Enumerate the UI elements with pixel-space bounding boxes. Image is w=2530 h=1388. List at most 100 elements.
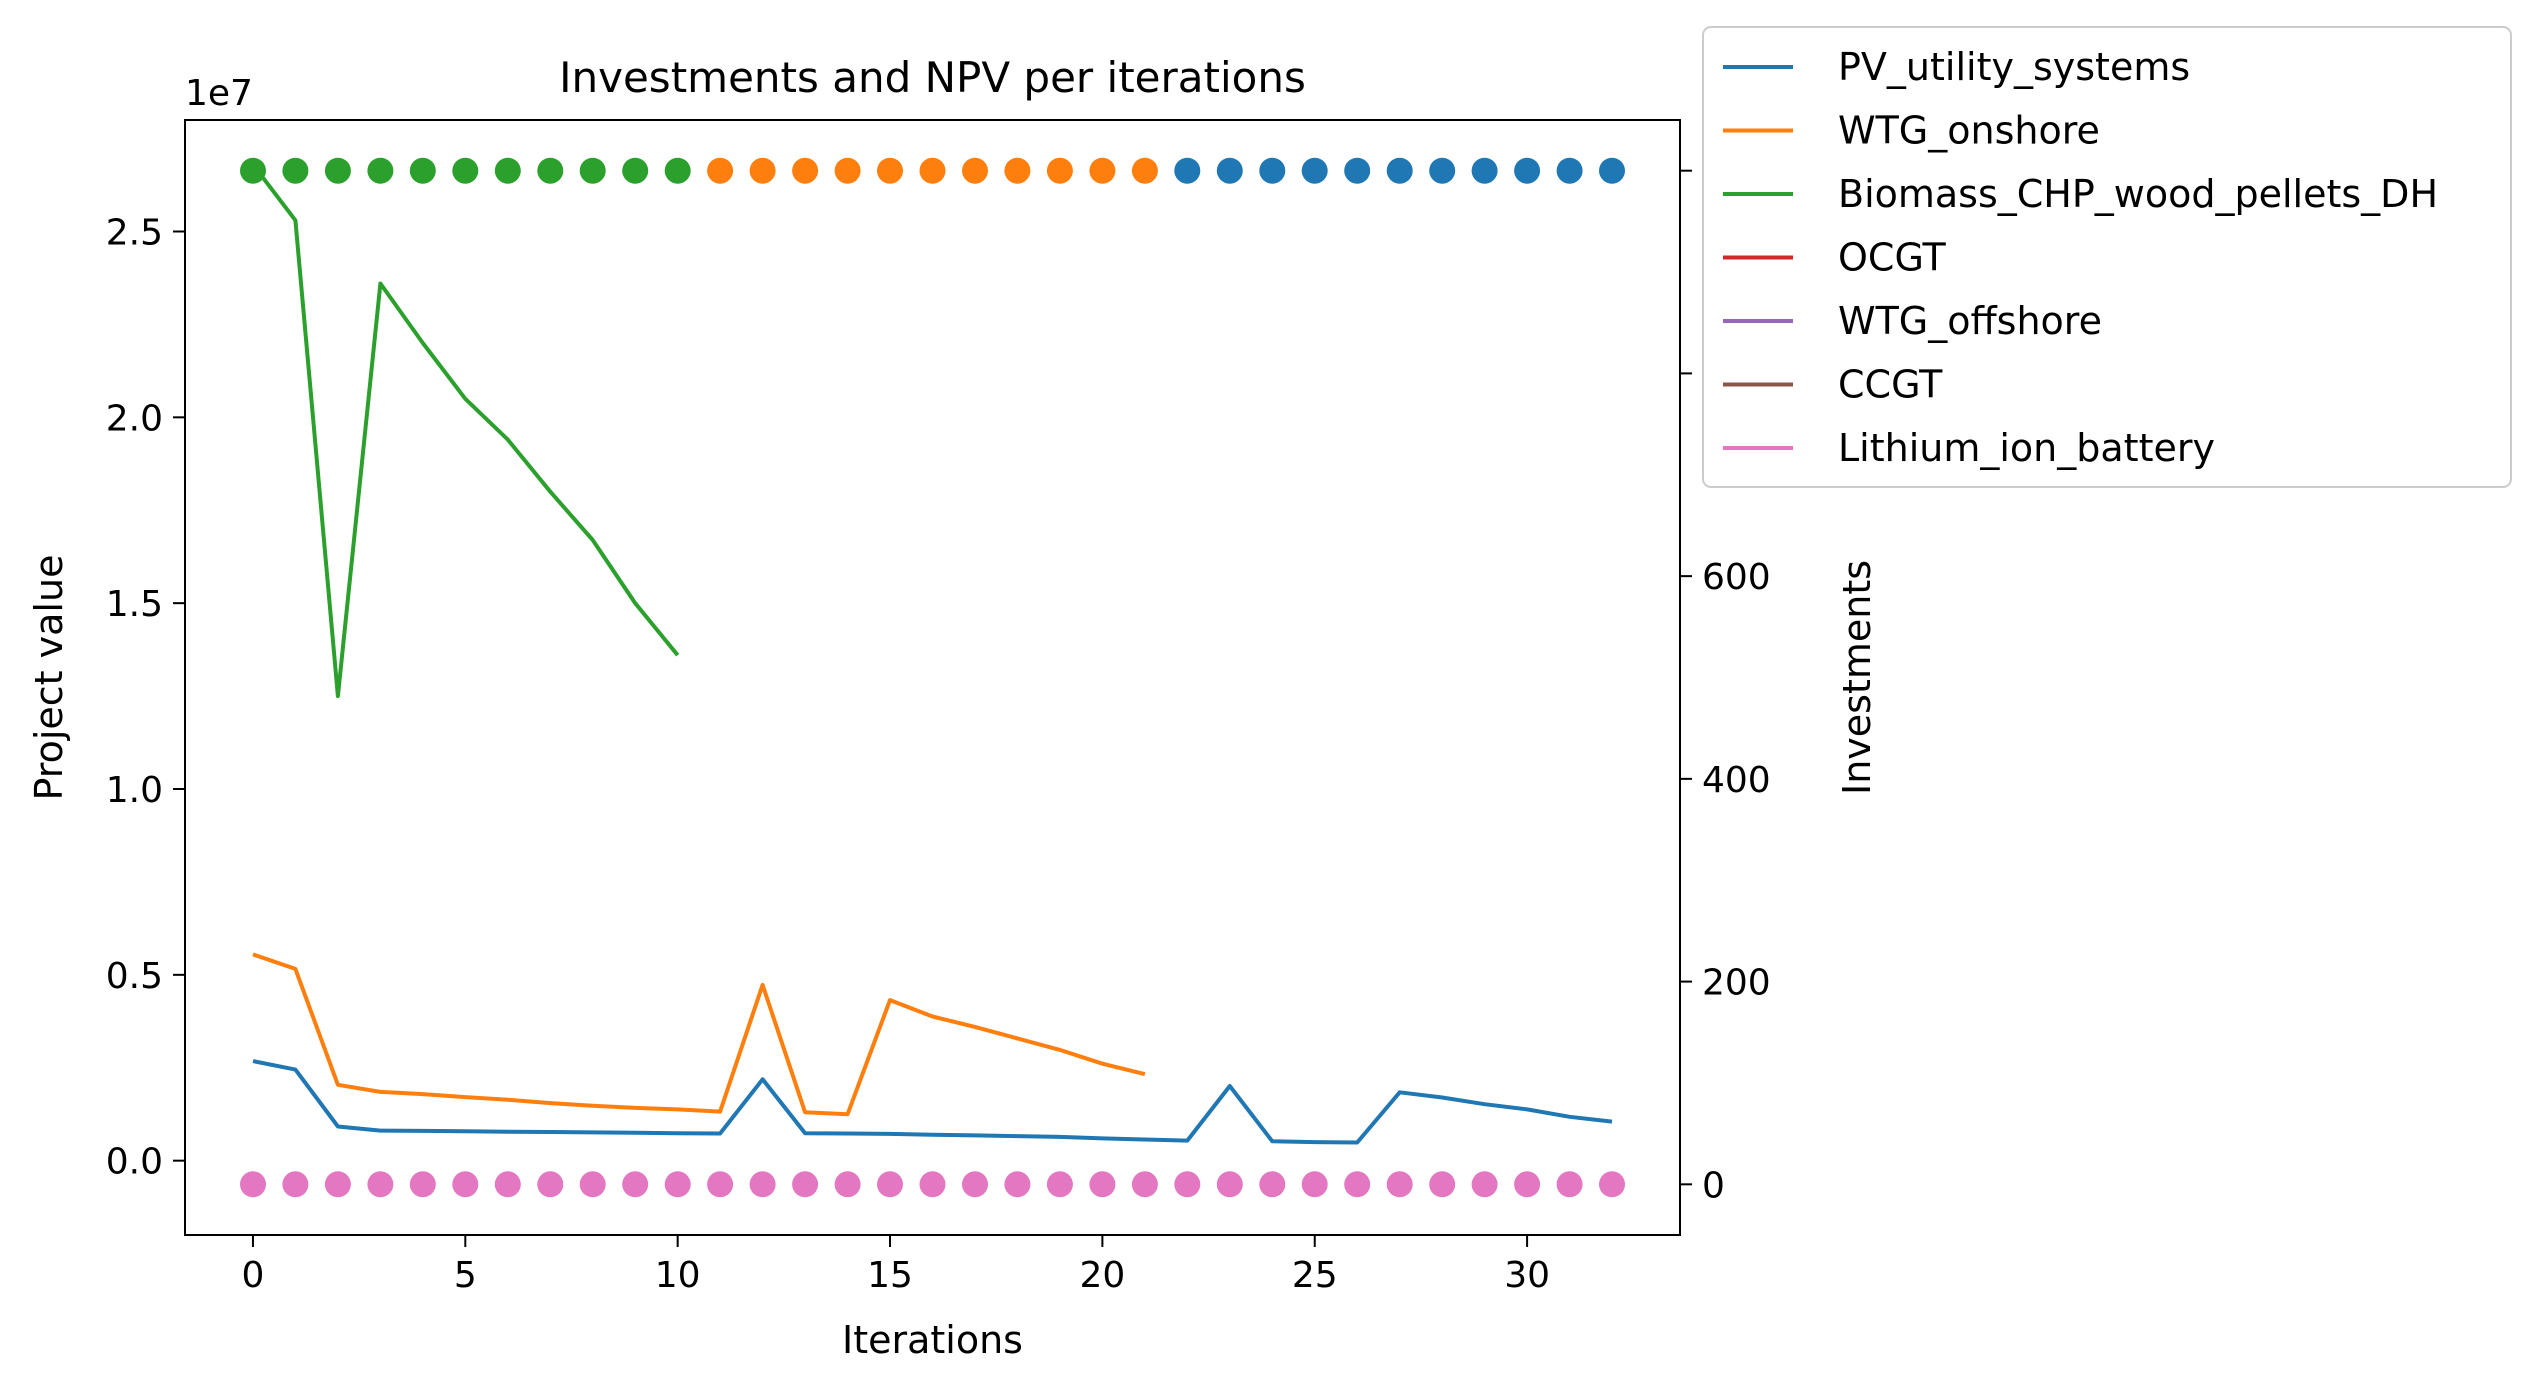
y2-tick-label: 200 [1702,963,1771,1004]
investment-point-lithium-ion-battery [324,1171,351,1198]
x-tick-label: 20 [1079,1255,1125,1296]
investment-point-lithium-ion-battery [579,1171,606,1198]
investment-point-wtg-onshore [919,157,946,184]
investment-point-biomass-chp-wood-pellets-dh [537,157,564,184]
y-tick-label: 2.0 [106,398,163,439]
x-tick-label: 30 [1504,1255,1550,1296]
npv-lines-layer [251,163,1613,1145]
investment-point-pv-utility-systems [1216,157,1243,184]
y2-tick-label: 400 [1702,760,1771,801]
legend-box [1702,26,2512,488]
y-axis-offset-text: 1e7 [185,73,253,114]
investment-point-lithium-ion-battery [1089,1171,1116,1198]
investment-point-wtg-onshore [1131,157,1158,184]
investment-point-biomass-chp-wood-pellets-dh [494,157,521,184]
investment-point-lithium-ion-battery [1216,1171,1243,1198]
legend-label-wtg-onshore: WTG_onshore [1838,109,2100,153]
investment-point-biomass-chp-wood-pellets-dh [664,157,691,184]
investment-point-biomass-chp-wood-pellets-dh [324,157,351,184]
investment-point-lithium-ion-battery [664,1171,691,1198]
investment-points-layer [240,157,1625,1198]
investment-point-lithium-ion-battery [749,1171,776,1198]
x-tick-label: 15 [867,1255,913,1296]
investment-point-pv-utility-systems [1556,157,1583,184]
investment-point-lithium-ion-battery [282,1171,309,1198]
investment-point-pv-utility-systems [1429,157,1456,184]
investment-point-biomass-chp-wood-pellets-dh [240,157,266,184]
investment-point-lithium-ion-battery [1259,1171,1286,1198]
legend-label-wtg-offshore: WTG_offshore [1838,299,2102,343]
investment-point-lithium-ion-battery [1131,1171,1158,1198]
investment-point-lithium-ion-battery [1599,1171,1625,1198]
x-axis-label: Iterations [842,1318,1023,1362]
investment-point-lithium-ion-battery [1174,1171,1201,1198]
investment-point-wtg-onshore [962,157,988,184]
investment-point-lithium-ion-battery [452,1171,479,1198]
legend-label-pv-utility-systems: PV_utility_systems [1838,45,2190,89]
y2-tick-label: 0 [1702,1165,1725,1206]
investment-point-lithium-ion-battery [1386,1171,1413,1198]
plot-frame [184,119,1681,1236]
investment-point-biomass-chp-wood-pellets-dh [622,157,649,184]
investment-point-biomass-chp-wood-pellets-dh [579,157,606,184]
investment-point-lithium-ion-battery [622,1171,649,1198]
y2-tick-label: 600 [1702,557,1771,598]
investment-point-lithium-ion-battery [877,1171,903,1198]
investment-point-lithium-ion-battery [919,1171,946,1198]
investment-point-wtg-onshore [1089,157,1116,184]
y-tick-label: 1.5 [106,584,163,625]
y-tick-label: 2.5 [106,213,163,254]
investment-point-lithium-ion-battery [707,1171,734,1198]
x-tick-label: 10 [655,1255,701,1296]
investment-point-wtg-onshore [834,157,861,184]
investment-point-wtg-onshore [1046,157,1073,184]
investment-point-pv-utility-systems [1344,157,1371,184]
investment-point-lithium-ion-battery [1471,1171,1498,1198]
investment-point-lithium-ion-battery [1344,1171,1371,1198]
y2-axis-label: Investments [1835,560,1879,795]
investment-point-lithium-ion-battery [1514,1171,1541,1198]
investment-point-wtg-onshore [707,157,734,184]
investment-point-wtg-onshore [877,157,903,184]
legend: PV_utility_systems WTG_onshore Biomass_CHP… [1702,26,2512,488]
investment-point-pv-utility-systems [1174,157,1201,184]
legend-label-ccgt: CCGT [1838,363,1943,407]
investment-point-lithium-ion-battery [792,1171,819,1198]
investment-point-biomass-chp-wood-pellets-dh [367,157,394,184]
investment-point-lithium-ion-battery [962,1171,988,1198]
y-axis-label: Project value [27,555,71,801]
investment-point-lithium-ion-battery [240,1171,266,1198]
legend-label-ocgt: OCGT [1838,236,1947,280]
investment-point-lithium-ion-battery [367,1171,394,1198]
investment-point-lithium-ion-battery [1429,1171,1456,1198]
x-tick-label: 0 [242,1255,265,1296]
investment-point-lithium-ion-battery [1004,1171,1031,1198]
x-tick-label: 25 [1292,1255,1338,1296]
investment-point-wtg-onshore [749,157,776,184]
legend-label-biomass-chp-wood-pellets-dh: Biomass_CHP_wood_pellets_DH [1838,172,2438,216]
y-tick-label: 0.0 [106,1142,163,1183]
investment-point-lithium-ion-battery [834,1171,861,1198]
investment-point-pv-utility-systems [1259,157,1286,184]
investment-point-pv-utility-systems [1514,157,1541,184]
investment-point-biomass-chp-wood-pellets-dh [452,157,479,184]
investment-point-biomass-chp-wood-pellets-dh [409,157,436,184]
investment-point-lithium-ion-battery [1301,1171,1328,1198]
legend-label-lithium-ion-battery: Lithium_ion_battery [1838,426,2215,470]
y-tick-label: 0.5 [106,956,163,997]
investment-point-wtg-onshore [792,157,819,184]
investment-point-wtg-onshore [1004,157,1031,184]
investment-point-lithium-ion-battery [494,1171,521,1198]
investment-point-lithium-ion-battery [537,1171,564,1198]
npv-line-biomass-chp-wood-pellets-dh [251,163,680,699]
investment-point-lithium-ion-battery [1556,1171,1583,1198]
investment-point-pv-utility-systems [1599,157,1625,184]
npv-line-pv-utility-systems [252,1059,1613,1145]
investment-point-lithium-ion-battery [1046,1171,1073,1198]
y-tick-label: 1.0 [106,770,163,811]
investment-point-pv-utility-systems [1386,157,1413,184]
investment-point-biomass-chp-wood-pellets-dh [282,157,309,184]
x-tick-label: 5 [454,1255,477,1296]
investment-point-pv-utility-systems [1471,157,1498,184]
